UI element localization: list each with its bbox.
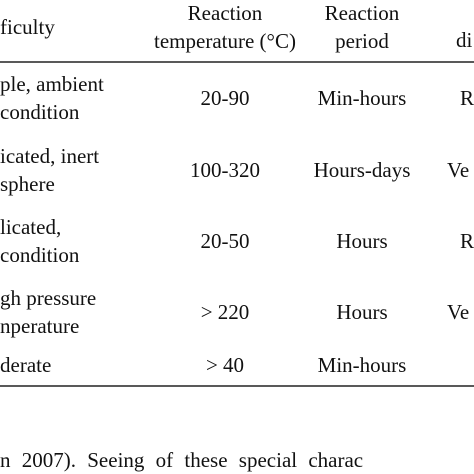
cell: 20-90 [201,86,250,110]
cell: icated, inert [0,144,99,168]
header-cell: di [456,28,473,52]
cell: Hours [336,300,387,324]
header-cell: temperature (°C) [154,29,296,53]
cell: 20-50 [201,229,250,253]
paragraph: n 2007). Seeing of these special charac [0,448,363,472]
cell: derate [0,353,51,377]
cell: R [460,229,474,253]
cell: sphere [0,172,55,196]
table: ficulty Reaction temperature (°C) Reaction p… [0,1,474,377]
cell: > 220 [201,300,250,324]
cell: Hours-days [314,158,411,182]
cell: Min-hours [318,353,407,377]
cell: R [460,86,474,110]
cell: condition [0,100,80,124]
cell: Ve [447,300,469,324]
cell: Min-hours [318,86,407,110]
header-cell: Reaction [325,1,400,25]
cell: Ve [447,158,469,182]
cell: ple, ambient [0,72,104,96]
cell: > 40 [206,353,244,377]
header-cell: ficulty [0,15,55,39]
header-cell: Reaction [188,1,263,25]
cell: nperature [0,314,79,338]
cell: 100-320 [190,158,260,182]
cell: condition [0,243,80,267]
cell: licated, [0,215,61,239]
cell: gh pressure [0,286,96,310]
cell: Hours [336,229,387,253]
header-cell: period [335,29,389,53]
